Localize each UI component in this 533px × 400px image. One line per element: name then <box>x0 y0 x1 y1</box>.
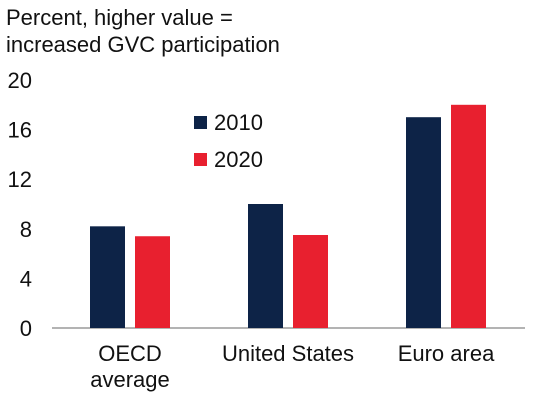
bar-2020 <box>135 236 170 328</box>
bar-2010 <box>248 204 283 328</box>
bar-2020 <box>293 235 328 328</box>
bar-2020 <box>451 104 486 328</box>
bar-2010 <box>90 226 125 328</box>
x-category-label: United States <box>222 341 354 366</box>
legend-label-2010: 2010 <box>214 110 263 135</box>
x-category-label: OECD average <box>90 341 170 392</box>
y-tick-label: 12 <box>8 167 32 192</box>
y-tick-label: 16 <box>8 118 32 143</box>
y-axis-label: Percent, higher value = increased GVC pa… <box>6 5 280 57</box>
x-category-label: Euro area <box>398 341 495 366</box>
legend-label-2020: 2020 <box>214 147 263 172</box>
y-tick-label: 8 <box>20 217 32 242</box>
y-tick-label: 20 <box>8 68 32 93</box>
legend-swatch-2020 <box>194 153 207 166</box>
bar-2010 <box>406 117 441 328</box>
y-tick-label: 0 <box>20 316 32 341</box>
legend-swatch-2010 <box>194 116 207 129</box>
y-tick-label: 4 <box>20 266 32 291</box>
